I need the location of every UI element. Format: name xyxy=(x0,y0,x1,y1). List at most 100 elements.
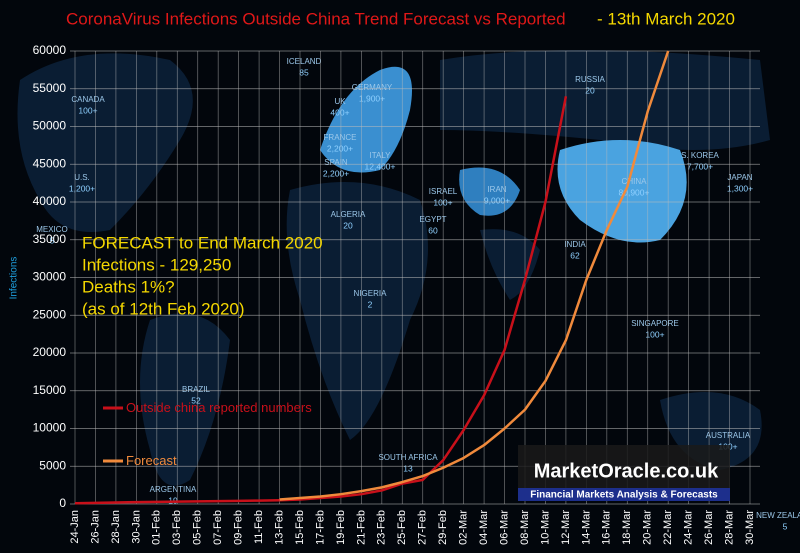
map-country: MEXICO xyxy=(36,225,68,234)
map-country: IRAN xyxy=(487,185,506,194)
map-count: 1,300+ xyxy=(727,183,753,193)
x-tick-label: 17-Feb xyxy=(314,510,326,545)
map-country: ALGERIA xyxy=(331,210,366,219)
map-country: NEW ZEALAND xyxy=(756,511,800,520)
x-tick-label: 02-Mar xyxy=(458,510,470,545)
x-tick-label: 24-Jan xyxy=(69,510,81,544)
map-country: CHINA xyxy=(622,177,648,186)
map-country: UK xyxy=(334,97,346,106)
x-tick-label: 21-Feb xyxy=(355,510,367,545)
x-tick-label: 26-Jan xyxy=(89,510,101,544)
annotation: Deaths 1%? xyxy=(82,277,175,296)
x-tick-label: 13-Feb xyxy=(273,510,285,545)
x-tick-label: 30-Jan xyxy=(130,510,142,544)
logo-tagline: Financial Markets Analysis & Forecasts xyxy=(530,490,718,501)
x-tick-label: 30-Mar xyxy=(744,510,756,545)
map-country: SINGAPORE xyxy=(631,319,679,328)
map-count: 2,200+ xyxy=(327,143,353,153)
y-tick-label: 45000 xyxy=(33,156,67,170)
annotation: FORECAST to End March 2020 xyxy=(82,233,323,252)
x-tick-label: 09-Feb xyxy=(233,510,245,545)
map-count: 2 xyxy=(368,299,373,309)
map-country: INDIA xyxy=(564,240,586,249)
logo-text: MarketOracle.co.uk xyxy=(534,460,719,482)
logo: MarketOracle.co.uk Financial Markets Ana… xyxy=(518,445,730,501)
x-tick-label: 04-Mar xyxy=(478,510,490,545)
map-count: 20 xyxy=(585,85,595,95)
map-count: 5 xyxy=(783,521,788,531)
chart-title: CoronaVirus Infections Outside China Tre… xyxy=(66,9,566,28)
x-tick-label: 06-Mar xyxy=(498,510,510,545)
y-tick-label: 0 xyxy=(59,496,66,510)
y-tick-label: 5000 xyxy=(39,458,66,472)
x-tick-label: 14-Mar xyxy=(580,510,592,545)
x-tick-label: 28-Mar xyxy=(723,510,735,545)
map-country: S. KOREA xyxy=(681,151,719,160)
map-country: CANADA xyxy=(71,95,105,104)
map-country: SPAIN xyxy=(324,158,348,167)
series-line xyxy=(279,50,670,501)
map-count: 20 xyxy=(343,220,353,230)
x-tick-label: 08-Mar xyxy=(519,510,531,545)
map-country: AUSTRALIA xyxy=(706,431,751,440)
map-country: FRANCE xyxy=(324,133,357,142)
map-count: 100+ xyxy=(78,105,97,115)
x-tick-label: 23-Feb xyxy=(376,510,388,545)
map-country: SOUTH AFRICA xyxy=(378,453,438,462)
map-country: GERMANY xyxy=(352,83,393,92)
y-tick-label: 15000 xyxy=(33,383,67,397)
map-country: EGYPT xyxy=(419,215,446,224)
x-tick-label: 12-Mar xyxy=(560,510,572,545)
map-country: ITALY xyxy=(369,151,391,160)
x-tick-label: 03-Feb xyxy=(171,510,183,545)
map-count: 52 xyxy=(191,395,201,405)
map-count: 400+ xyxy=(330,107,349,117)
map-count: 12,400+ xyxy=(365,161,396,171)
chart-subtitle: - 13th March 2020 xyxy=(597,9,735,28)
x-tick-label: 11-Feb xyxy=(253,510,265,544)
y-tick-label: 30000 xyxy=(33,270,67,284)
x-tick-label: 27-Feb xyxy=(417,510,429,545)
map-count: 1,200+ xyxy=(69,183,95,193)
y-tick-label: 10000 xyxy=(33,421,67,435)
x-tick-label: 25-Feb xyxy=(396,510,408,545)
y-tick-label: 25000 xyxy=(33,307,67,321)
map-country: BRAZIL xyxy=(182,385,211,394)
x-tick-label: 19-Feb xyxy=(335,510,347,545)
y-tick-label: 35000 xyxy=(33,232,67,246)
annotation: (as of 12th Feb 2020) xyxy=(82,299,245,318)
y-tick-label: 55000 xyxy=(33,81,67,95)
legend-label: Outside china reported numbers xyxy=(126,400,312,415)
map-country: NIGERIA xyxy=(354,289,388,298)
x-tick-label: 07-Feb xyxy=(212,510,224,545)
map-count: 100+ xyxy=(645,329,664,339)
map-count: 7,700+ xyxy=(687,161,713,171)
x-tick-label: 05-Feb xyxy=(192,510,204,545)
map-count: 85 xyxy=(299,67,309,77)
map-country: RUSSIA xyxy=(575,75,605,84)
y-tick-label: 40000 xyxy=(33,194,67,208)
annotation: Infections - 129,250 xyxy=(82,255,231,274)
map-count: 13 xyxy=(403,463,413,473)
map-count: 62 xyxy=(570,250,580,260)
map-count: 60 xyxy=(428,225,438,235)
y-tick-label: 20000 xyxy=(33,345,67,359)
y-axis-label: Infections xyxy=(9,257,20,300)
x-tick-label: 22-Mar xyxy=(662,510,674,545)
map-count: 80,900+ xyxy=(619,187,650,197)
map-count: 5 xyxy=(50,235,55,245)
x-tick-label: 28-Jan xyxy=(110,510,122,544)
x-tick-label: 20-Mar xyxy=(642,510,654,545)
x-tick-label: 24-Mar xyxy=(683,510,695,545)
map-country: ICELAND xyxy=(287,57,322,66)
map-count: 19 xyxy=(168,495,178,505)
y-tick-label: 50000 xyxy=(33,119,67,133)
map-country: U.S. xyxy=(74,173,90,182)
map-count: 9,000+ xyxy=(484,195,510,205)
map-count: 1,900+ xyxy=(359,93,385,103)
x-tick-label: 10-Mar xyxy=(539,510,551,545)
x-tick-label: 15-Feb xyxy=(294,510,306,545)
